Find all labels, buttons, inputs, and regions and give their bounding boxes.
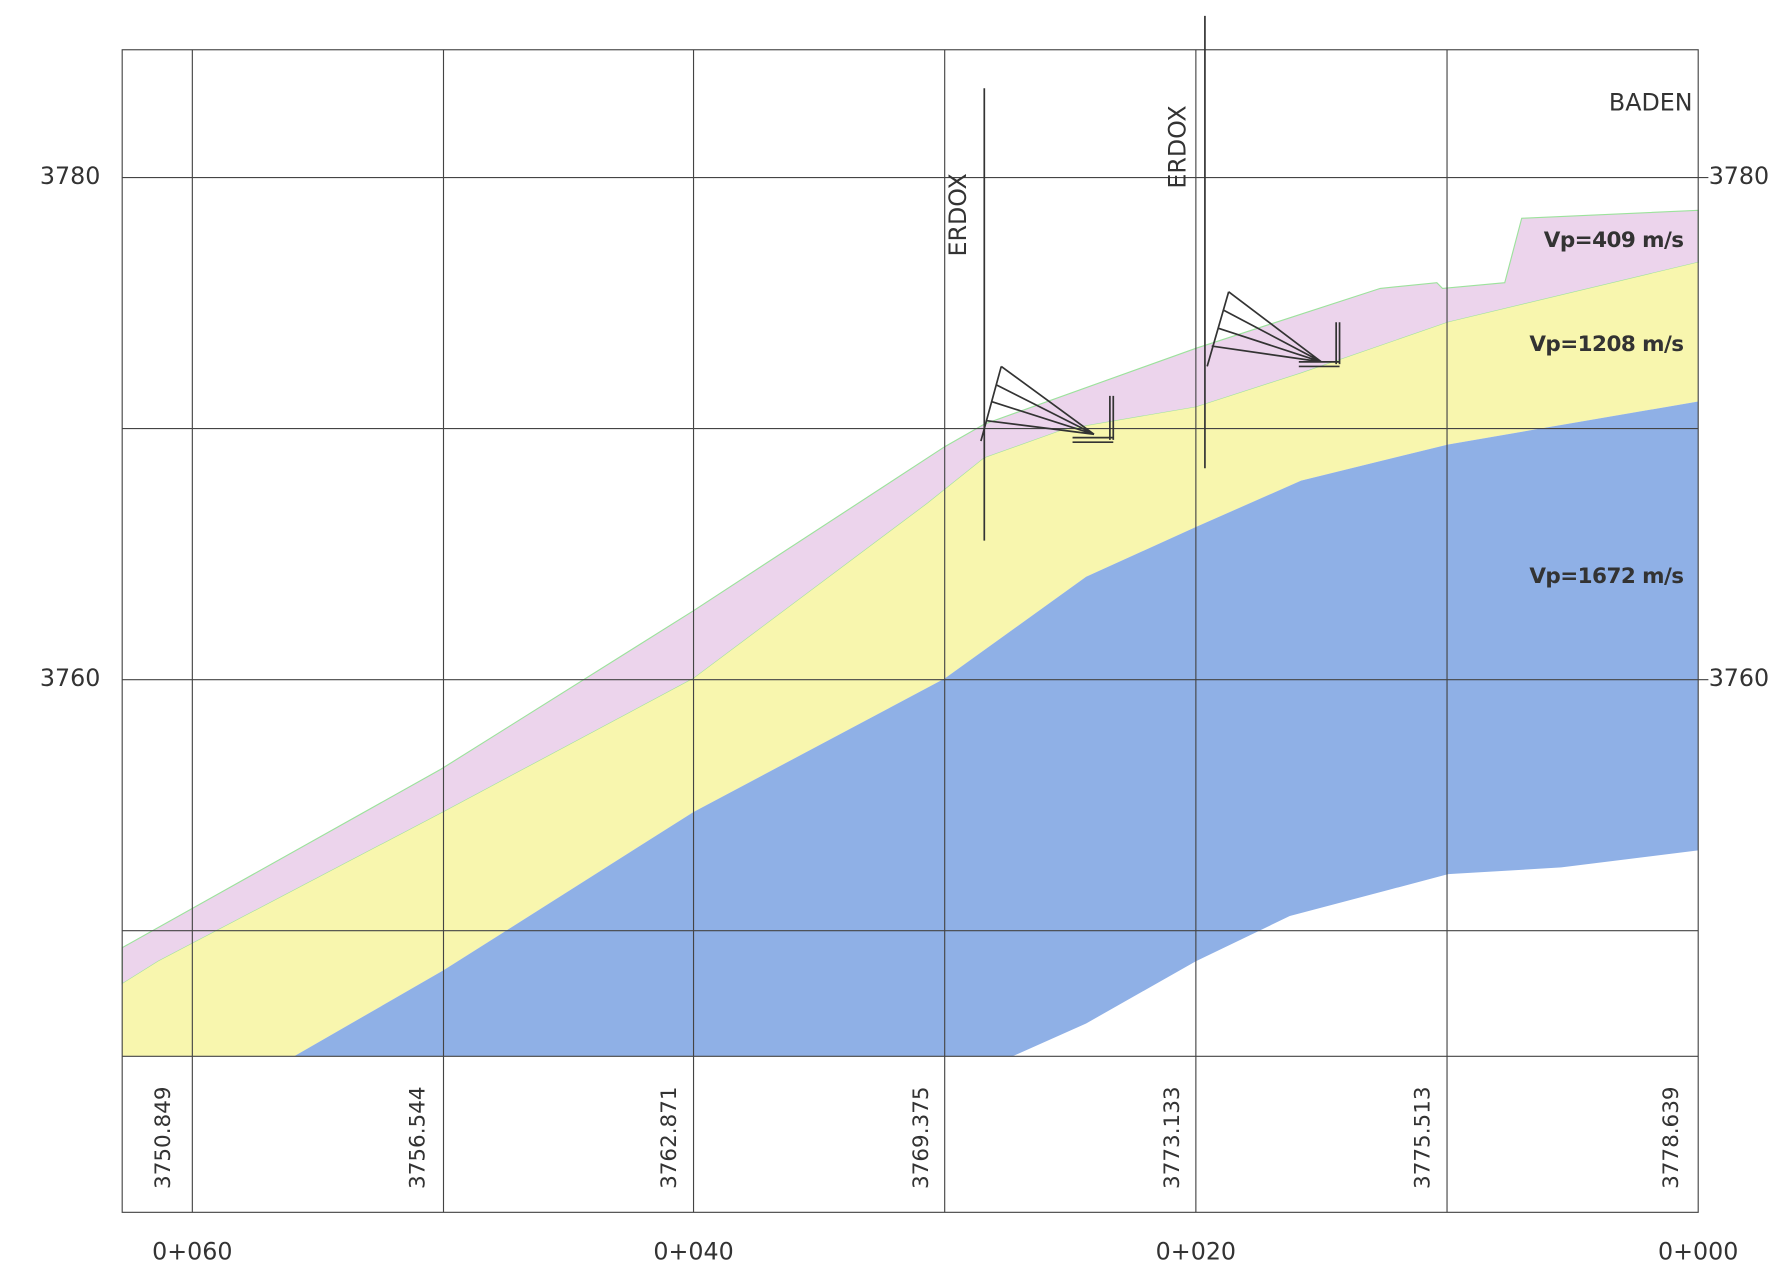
table-value: 3773.133 <box>1160 1086 1185 1188</box>
erdox-structures <box>980 15 1341 541</box>
station-label: 0+000 <box>1658 1238 1738 1266</box>
structure-label: ERDOX <box>944 173 972 256</box>
grid <box>121 49 1709 1213</box>
elevation-label: 3760 <box>40 664 100 692</box>
layer-blue <box>294 401 1699 1057</box>
elevation-label: 3760 <box>1709 664 1769 692</box>
table-value: 3762.871 <box>657 1086 682 1188</box>
table-value: 3778.639 <box>1659 1086 1684 1188</box>
station-label: 0+060 <box>152 1238 232 1266</box>
station-label: 0+040 <box>653 1238 733 1266</box>
site-label: BADEN <box>1609 89 1693 117</box>
table-value: 3769.375 <box>909 1086 934 1188</box>
table-values: 3750.849 3756.544 3762.871 3769.375 3773.133… <box>151 1086 1684 1188</box>
elevation-label: 3780 <box>40 162 100 190</box>
layer-yellow <box>122 262 1699 1057</box>
table-value: 3756.544 <box>406 1086 431 1188</box>
table-value: 3750.849 <box>151 1086 176 1188</box>
station-label: 0+020 <box>1156 1238 1236 1266</box>
table-value: 3775.513 <box>1410 1086 1435 1188</box>
layer-label: Vp=1208 m/s <box>1529 332 1683 357</box>
elevation-label: 3780 <box>1709 162 1769 190</box>
layer-label: Vp=409 m/s <box>1544 228 1684 253</box>
layer-label: Vp=1672 m/s <box>1529 564 1683 589</box>
structure-label: ERDOX <box>1163 105 1191 188</box>
